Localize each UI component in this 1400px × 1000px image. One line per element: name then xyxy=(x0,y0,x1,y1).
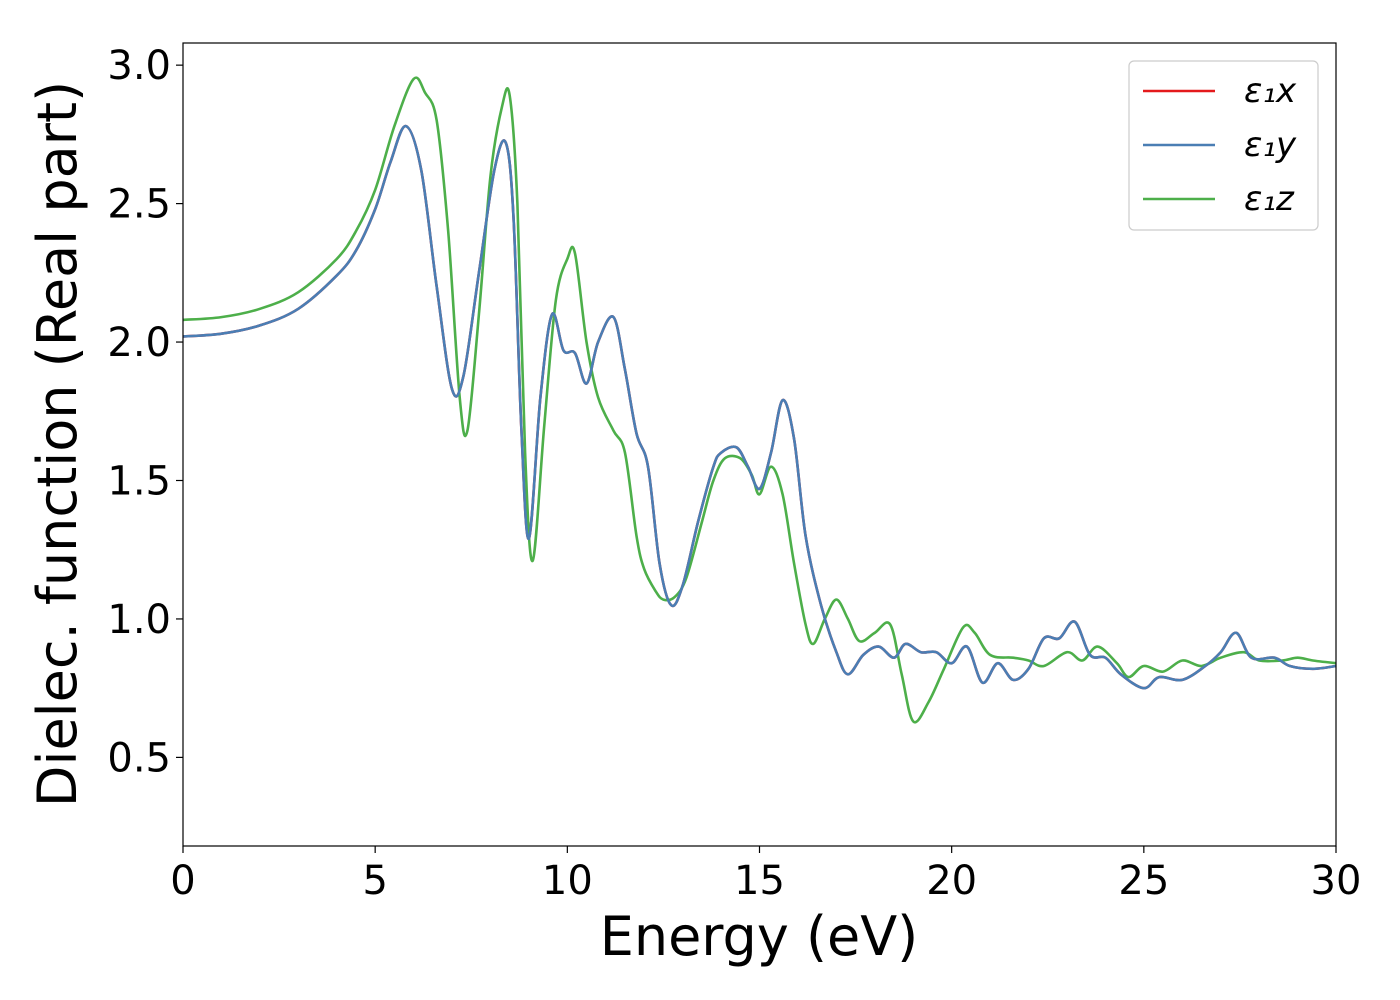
legend-label: ε₁x xyxy=(1244,71,1297,111)
y-tick-label: 2.5 xyxy=(107,182,171,228)
y-tick-label: 3.0 xyxy=(107,43,171,89)
x-tick-label: 5 xyxy=(362,858,387,904)
legend: ε₁x ε₁y ε₁z xyxy=(1128,60,1319,231)
legend-entry-e1x: ε₁x xyxy=(1143,71,1297,111)
x-tick-label: 25 xyxy=(1118,858,1169,904)
x-tick-label: 10 xyxy=(542,858,593,904)
y-tick-label: 0.5 xyxy=(107,735,171,781)
y-tick-label: 1.0 xyxy=(107,597,171,643)
x-tick-label: 20 xyxy=(926,858,977,904)
x-axis-label: Energy (eV) xyxy=(600,905,919,968)
y-axis-label: Dielec. function (Real part) xyxy=(26,81,89,807)
x-tick-label: 30 xyxy=(1311,858,1362,904)
x-axis: 0 5 10 15 20 25 30 xyxy=(170,846,1361,904)
x-tick-label: 15 xyxy=(734,858,785,904)
y-axis: 0.5 1.0 1.5 2.0 2.5 3.0 xyxy=(107,43,183,781)
series-layer xyxy=(182,76,1337,724)
series-line-e1y xyxy=(182,124,1337,690)
legend-label: ε₁z xyxy=(1244,179,1295,219)
y-tick-label: 2.0 xyxy=(107,320,171,366)
y-tick-label: 1.5 xyxy=(107,458,171,504)
legend-entry-e1z: ε₁z xyxy=(1143,179,1295,219)
legend-box xyxy=(1128,60,1319,231)
legend-label: ε₁y xyxy=(1244,125,1297,165)
x-tick-label: 0 xyxy=(170,858,195,904)
legend-entry-e1y: ε₁y xyxy=(1143,125,1297,165)
